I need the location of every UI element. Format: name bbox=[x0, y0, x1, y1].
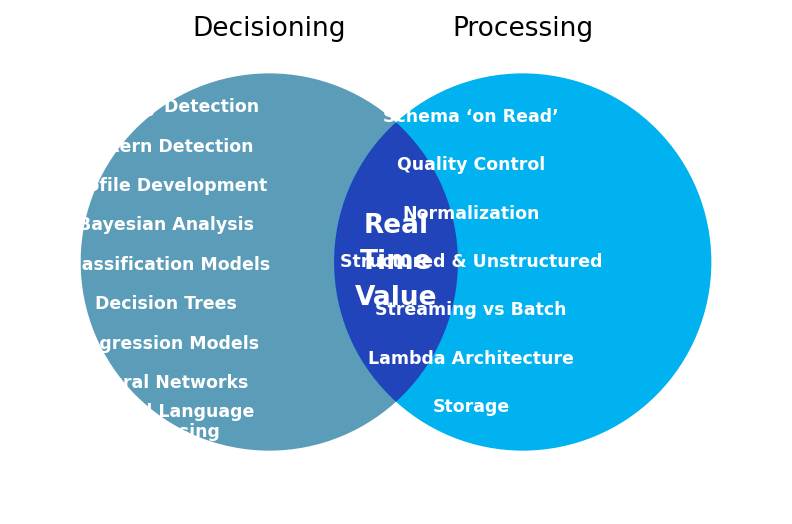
Text: Structured & Unstructured: Structured & Unstructured bbox=[340, 253, 603, 271]
Text: Regression Models: Regression Models bbox=[74, 335, 259, 353]
Ellipse shape bbox=[81, 73, 458, 451]
Text: Neural Networks: Neural Networks bbox=[84, 374, 249, 392]
Text: Quality Control: Quality Control bbox=[397, 156, 546, 174]
Text: Profile Development: Profile Development bbox=[66, 177, 267, 195]
Text: Classification Models: Classification Models bbox=[63, 256, 270, 274]
Text: Decision Trees: Decision Trees bbox=[95, 295, 238, 313]
Text: Pattern Detection: Pattern Detection bbox=[79, 138, 253, 156]
Text: Storage: Storage bbox=[432, 398, 510, 416]
Text: Normalization: Normalization bbox=[402, 204, 540, 223]
Text: Processing: Processing bbox=[452, 16, 593, 42]
Text: Real
Time
Value: Real Time Value bbox=[355, 213, 437, 311]
Text: Decisioning: Decisioning bbox=[192, 16, 346, 42]
Ellipse shape bbox=[334, 73, 711, 451]
Text: Anomaly Detection: Anomaly Detection bbox=[73, 99, 260, 116]
Text: Lambda Architecture: Lambda Architecture bbox=[368, 350, 574, 368]
Text: Streaming vs Batch: Streaming vs Batch bbox=[375, 301, 567, 320]
Text: Natural Language
Processing: Natural Language Processing bbox=[78, 403, 254, 441]
Ellipse shape bbox=[334, 73, 711, 451]
Text: Bayesian Analysis: Bayesian Analysis bbox=[78, 216, 254, 234]
Text: Schema ‘on Read’: Schema ‘on Read’ bbox=[383, 108, 559, 126]
